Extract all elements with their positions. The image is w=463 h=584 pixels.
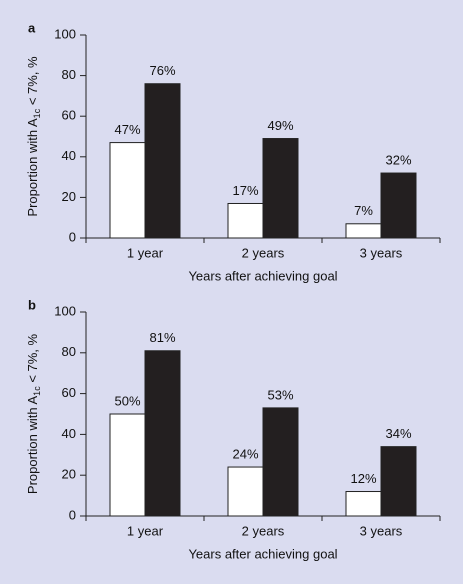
x-tick-label: 1 year xyxy=(127,523,164,538)
y-axis-label-rest: < 7%, % xyxy=(25,56,40,109)
bar xyxy=(345,491,382,517)
panel-label: a xyxy=(28,20,36,35)
y-axis-label-rest: < 7%, % xyxy=(25,333,40,386)
value-label: 7% xyxy=(354,203,373,218)
y-tick-label: 60 xyxy=(62,108,76,123)
y-tick-label: 60 xyxy=(62,385,76,400)
value-label: 50% xyxy=(114,393,140,408)
value-label: 24% xyxy=(232,446,258,461)
bar xyxy=(227,466,264,517)
value-label: 76% xyxy=(149,63,175,78)
bar xyxy=(144,83,181,239)
y-axis-label: Proportion with A1c < 7%, % xyxy=(25,56,42,217)
y-tick-label: 40 xyxy=(62,426,76,441)
y-axis-label-sub: 1c xyxy=(32,386,42,396)
x-axis-label: Years after achieving goal xyxy=(188,268,337,283)
y-tick-label: 20 xyxy=(62,467,76,482)
y-tick-label: 20 xyxy=(62,189,76,204)
x-tick-label: 3 years xyxy=(360,245,403,260)
y-tick-label: 0 xyxy=(69,507,76,522)
value-label: 12% xyxy=(350,471,376,486)
panel-label: b xyxy=(28,297,36,312)
x-tick-label: 1 year xyxy=(127,245,164,260)
value-label: 34% xyxy=(385,426,411,441)
x-tick-label: 2 years xyxy=(242,245,285,260)
x-axis-label: Years after achieving goal xyxy=(188,546,337,561)
y-tick-label: 0 xyxy=(69,229,76,244)
y-tick-label: 80 xyxy=(62,67,76,82)
bar xyxy=(345,223,382,239)
y-axis-label: Proportion with A1c < 7%, % xyxy=(25,333,42,494)
x-tick-label: 2 years xyxy=(242,523,285,538)
bar xyxy=(262,138,299,239)
x-tick-label: 3 years xyxy=(360,523,403,538)
value-label: 32% xyxy=(385,152,411,167)
y-tick-label: 80 xyxy=(62,344,76,359)
bar xyxy=(380,172,417,239)
bar xyxy=(262,407,299,517)
bar xyxy=(380,446,417,517)
y-tick-label: 100 xyxy=(54,303,76,318)
bar xyxy=(109,413,146,517)
y-axis-label-text: Proportion with A xyxy=(25,118,40,217)
y-tick-label: 100 xyxy=(54,26,76,41)
y-tick-label: 40 xyxy=(62,148,76,163)
value-label: 17% xyxy=(232,183,258,198)
bar xyxy=(227,202,264,239)
y-axis-label-text: Proportion with A xyxy=(25,395,40,494)
y-axis-label-sub: 1c xyxy=(32,108,42,118)
value-label: 53% xyxy=(267,387,293,402)
bar xyxy=(144,350,181,517)
value-label: 49% xyxy=(267,118,293,133)
value-label: 47% xyxy=(114,122,140,137)
value-label: 81% xyxy=(149,330,175,345)
bar xyxy=(109,142,146,239)
